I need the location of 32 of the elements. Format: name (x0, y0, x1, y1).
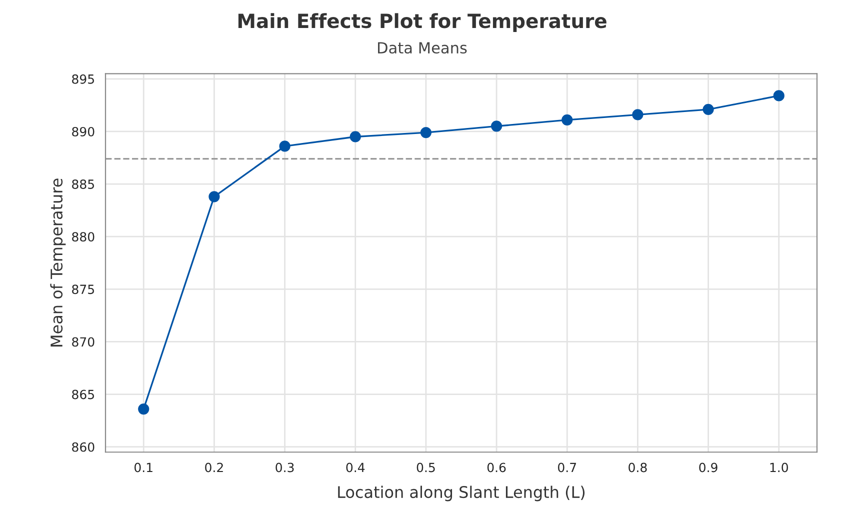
y-tick-label: 895 (72, 74, 94, 84)
point (490, 120, 502, 132)
y-tick-label: 870 (72, 337, 94, 347)
y-tick-label: 875 (72, 284, 94, 294)
x-axis-title: Location along Slant Length (L) (338, 486, 585, 502)
point (208, 191, 220, 202)
point (562, 114, 573, 126)
x-tick-label: 0.5 (416, 462, 435, 472)
point (138, 403, 150, 415)
point (632, 109, 644, 120)
y-tick-label: 860 (72, 442, 94, 452)
x-tick-label: 1.0 (770, 462, 788, 472)
point (420, 126, 432, 138)
chart-subtitle: Data Means (378, 42, 467, 54)
x-tick-label: 0.2 (205, 462, 223, 472)
x-tick-label: 0.3 (276, 462, 294, 472)
y-tick-label: 865 (72, 390, 94, 400)
y-tick-label: 885 (72, 180, 94, 189)
chart-title: Main Effects Plot for Temperature (238, 13, 606, 32)
y-axis-title: Mean of Temperature (50, 178, 66, 346)
x-tick-label: 0.6 (487, 462, 506, 472)
point (773, 90, 784, 102)
x-tick-label: 0.4 (346, 462, 365, 472)
point (350, 131, 361, 142)
y-tick-label: 890 (72, 126, 94, 136)
x-tick-label: 0.1 (134, 462, 152, 472)
x-tick-label: 0.7 (558, 462, 576, 472)
point (279, 140, 290, 152)
x-tick-label: 0.8 (628, 462, 647, 472)
point (702, 104, 714, 115)
y-tick-label: 880 (72, 232, 94, 242)
x-tick-label: 0.9 (699, 462, 718, 472)
